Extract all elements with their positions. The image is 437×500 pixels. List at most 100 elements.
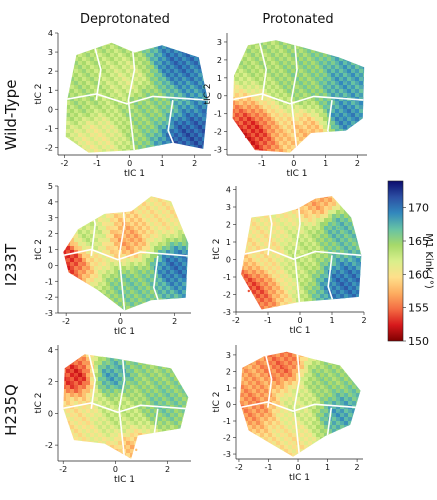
- y-tick-label-4: 1: [226, 384, 231, 393]
- boundary-line-0: [63, 248, 189, 261]
- x-tick-label-0: -2: [235, 463, 243, 472]
- x-axis-label: tIC 1: [289, 473, 310, 483]
- y-tick-label-3: 1: [48, 86, 53, 95]
- y-tick-label-2: -1: [45, 277, 53, 286]
- x-tick-label-1: 0: [118, 317, 123, 326]
- boundary-line-0: [65, 93, 208, 105]
- y-axis-label: tIC 2: [34, 83, 44, 104]
- y-tick-label-2: -1: [214, 110, 222, 119]
- x-tick-label-2: 0: [127, 159, 132, 168]
- y-tick-label-1: -2: [223, 434, 231, 443]
- y-tick-label-7: 4: [48, 198, 53, 207]
- x-tick-label-2: 2: [165, 465, 170, 474]
- region-point-5: [187, 136, 190, 140]
- boundary-line-2: [86, 354, 97, 409]
- region-point-2: [296, 403, 300, 406]
- y-tick-label-7: 4: [226, 186, 231, 195]
- region-point-0: [79, 98, 82, 101]
- heatmap-panel-i233t-deprotonated: -2 0 2 -3 -2 -1 0 1 2 3 4 5 tIC 1 tIC 2: [34, 182, 191, 337]
- y-tick-label-3: 0: [48, 261, 53, 270]
- colorbar-label: M1 Kink (°): [423, 233, 434, 289]
- x-tick-label-1: -1: [264, 463, 272, 472]
- y-tick-label-2: 2: [48, 378, 53, 387]
- colorbar-tick-label-4: 170: [408, 202, 429, 215]
- x-tick-label-1: -1: [264, 316, 272, 325]
- heatmap-field: [232, 40, 365, 153]
- x-tick-label-2: 2: [172, 317, 177, 326]
- y-tick-label-1: -2: [45, 293, 53, 302]
- y-tick-label-3: 0: [217, 92, 222, 101]
- y-tick-label-8: 5: [48, 182, 53, 191]
- x-axis-label: tIC 1: [114, 327, 135, 337]
- x-tick-label-1: 0: [113, 465, 118, 474]
- x-tick-label-0: -1: [258, 159, 266, 168]
- y-tick-label-1: 0: [48, 409, 53, 418]
- state-boundaries: [239, 351, 361, 457]
- boundary-line-1: [127, 42, 136, 153]
- boundary-line-1: [118, 354, 126, 459]
- heatmap-field: [65, 42, 208, 153]
- colorbar-ticks: 150 155 160 165 170: [403, 202, 429, 348]
- region-point-0: [75, 375, 78, 378]
- region-point-4: [343, 80, 346, 83]
- y-tick-label-6: 3: [217, 38, 222, 47]
- region-point-2: [108, 375, 112, 378]
- y-tick-label-4: 1: [48, 246, 53, 255]
- x-tick-label-3: 1: [329, 316, 334, 325]
- region-point-1: [86, 235, 90, 238]
- x-tick-label-1: 0: [291, 159, 296, 168]
- heatmap-panel-h235q-protonated: -2 -1 0 1 2 -3 -2 -1 0 1 2 3 tIC 1 tIC 2: [212, 345, 363, 483]
- y-tick-label-0: -2: [45, 441, 53, 450]
- colorbar-tick-label-2: 160: [408, 268, 429, 281]
- x-tick-label-3: 1: [160, 159, 165, 168]
- x-axis-label: tIC 1: [124, 169, 145, 179]
- heatmap-field: [63, 354, 189, 459]
- x-axis-label: tIC 1: [114, 475, 135, 485]
- region-point-5: [290, 442, 294, 446]
- region-point-5: [173, 264, 176, 267]
- x-tick-label-0: -2: [232, 316, 240, 325]
- y-tick-label-0: -3: [223, 308, 231, 317]
- region-point-3: [320, 376, 323, 380]
- y-axis-label: tIC 2: [212, 238, 222, 259]
- y-tick-label-5: 2: [48, 230, 53, 239]
- x-tick-label-0: -2: [59, 465, 67, 474]
- y-tick-label-6: 3: [226, 203, 231, 212]
- x-tick-label-2: 0: [297, 316, 302, 325]
- boundary-line-2: [257, 40, 268, 101]
- heatmap-field: [241, 196, 362, 310]
- region-point-5: [318, 200, 321, 203]
- colorbar: [387, 180, 404, 342]
- y-axis-label: tIC 2: [212, 391, 222, 412]
- y-tick-label-3: 0: [226, 256, 231, 265]
- y-tick-label-4: 2: [48, 67, 53, 76]
- boundary-line-1: [290, 40, 298, 153]
- y-tick-label-6: 4: [48, 29, 53, 38]
- region-point-4: [343, 281, 346, 284]
- heatmap-panel-h235q-deprotonated: -2 0 2 -2 0 2 4 tIC 1 tIC 2: [34, 345, 191, 485]
- column-title-deprotonated: Deprotonated: [80, 12, 170, 27]
- x-tick-label-4: 2: [192, 159, 197, 168]
- boundary-line-2: [263, 351, 273, 408]
- region-point-2: [128, 79, 131, 82]
- boundary-line-0: [232, 93, 365, 105]
- column-title-protonated: Protonated: [262, 12, 333, 27]
- y-tick-label-5: 3: [48, 48, 53, 57]
- boundary-line-0: [239, 401, 361, 412]
- colorbar-tick-label-1: 155: [408, 302, 429, 315]
- heatmap-panel-wild-type-protonated: -1 0 1 2 -3 -2 -1 0 1 2 3 tIC 1 tIC 2: [203, 33, 367, 179]
- region-point-4: [338, 411, 341, 414]
- y-tick-label-6: 3: [48, 214, 53, 223]
- region-point-2: [127, 238, 130, 242]
- x-tick-label-4: 2: [361, 316, 366, 325]
- region-point-2: [298, 253, 302, 256]
- x-axis-label: tIC 1: [286, 169, 307, 179]
- y-tick-label-2: -1: [223, 273, 231, 282]
- heatmap-panel-wild-type-deprotonated: -2 -1 0 1 2 -2 -1 0 1 2 3 4 tIC 1 tIC 2: [34, 29, 211, 179]
- colorbar-tick-label-3: 165: [408, 235, 429, 248]
- x-tick-label-3: 1: [325, 463, 330, 472]
- region-point-3: [144, 104, 148, 107]
- y-tick-label-5: 2: [226, 367, 231, 376]
- y-axis-label: tIC 2: [34, 392, 44, 413]
